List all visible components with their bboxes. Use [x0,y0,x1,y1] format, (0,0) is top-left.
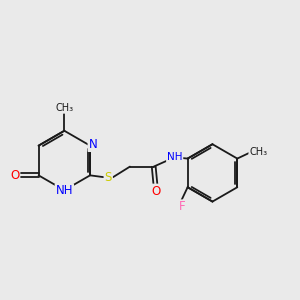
Text: CH₃: CH₃ [55,103,74,113]
Text: S: S [105,171,112,184]
Text: F: F [179,200,185,213]
Text: N: N [88,138,97,151]
Text: O: O [10,169,20,182]
Text: O: O [152,184,161,198]
Text: CH₃: CH₃ [249,147,267,157]
Text: NH: NH [167,152,182,162]
Text: NH: NH [56,184,73,197]
